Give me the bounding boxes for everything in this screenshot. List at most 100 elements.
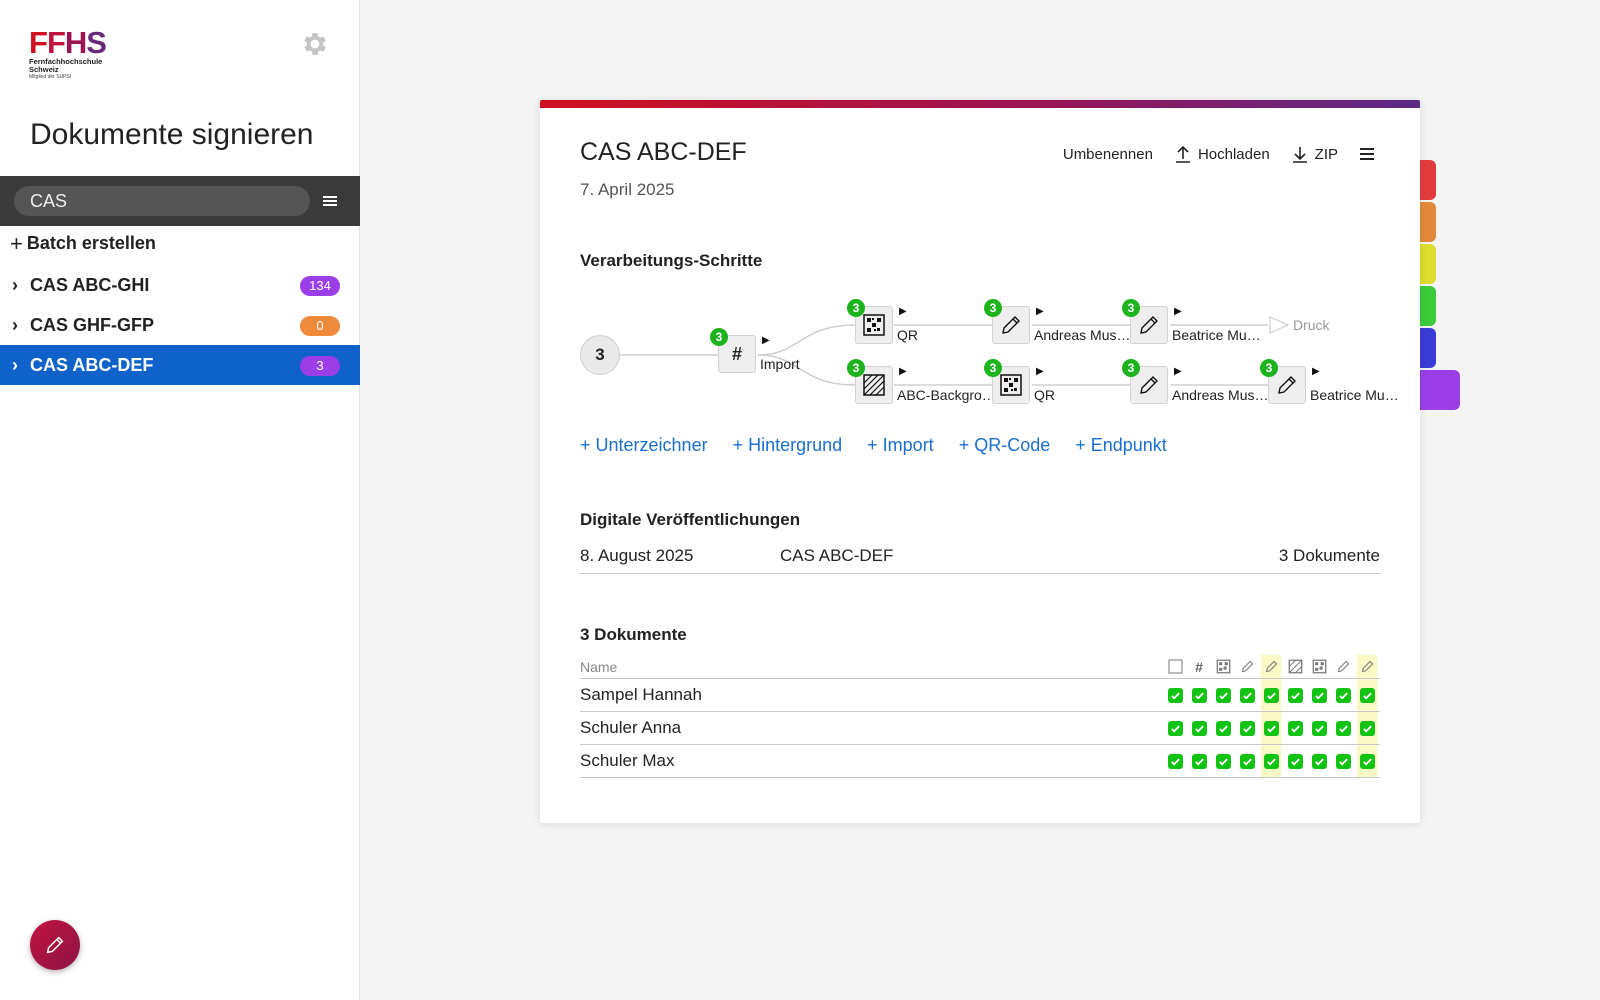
status-cell	[1165, 712, 1185, 744]
gear-icon[interactable]	[300, 29, 330, 59]
check-icon[interactable]	[1167, 720, 1183, 736]
batch-item[interactable]: › CAS ABC-GHI 134	[0, 265, 360, 305]
check-icon[interactable]	[1287, 687, 1303, 703]
play-icon: ▶	[1174, 306, 1182, 317]
color-tab-orange[interactable]	[1418, 202, 1436, 242]
search-input[interactable]	[14, 186, 310, 216]
check-icon[interactable]	[1215, 753, 1231, 769]
color-tab-red[interactable]	[1418, 160, 1436, 200]
check-icon[interactable]	[1335, 720, 1351, 736]
color-tab-purple[interactable]	[1418, 370, 1460, 410]
status-cell	[1261, 679, 1281, 711]
check-icon[interactable]	[1311, 720, 1327, 736]
background-icon	[1288, 659, 1302, 674]
status-cell	[1261, 712, 1281, 744]
play-icon: ▶	[1174, 366, 1182, 377]
batch-create-button[interactable]: + Batch erstellen	[10, 230, 156, 256]
color-tab-blue[interactable]	[1418, 328, 1436, 368]
check-icon[interactable]	[1359, 687, 1375, 703]
add-link-label: Import	[882, 435, 934, 455]
hash-icon: #	[731, 343, 742, 364]
publication-doc-count: 3 Dokumente	[1278, 546, 1380, 565]
check-icon[interactable]	[1287, 720, 1303, 736]
menu-icon[interactable]	[320, 191, 340, 211]
status-cell	[1309, 745, 1329, 777]
play-icon: ▶	[1036, 306, 1044, 317]
table-header: Name #	[580, 655, 1380, 679]
batch-create-label: Batch erstellen	[26, 233, 156, 253]
check-icon[interactable]	[1359, 720, 1375, 736]
status-cell	[1213, 745, 1233, 777]
pencil-icon	[1361, 660, 1373, 673]
document-name: Sampel Hannah	[580, 685, 702, 704]
check-icon[interactable]	[1335, 753, 1351, 769]
publication-row[interactable]: 8. August 2025 CAS ABC-DEF 3 Dokumente	[580, 540, 1380, 574]
status-cell	[1165, 679, 1185, 711]
status-cell	[1309, 712, 1329, 744]
plus-icon: +	[10, 230, 23, 256]
check-icon[interactable]	[1263, 753, 1279, 769]
status-cell	[1357, 712, 1377, 744]
step-count: 3	[710, 328, 728, 346]
upload-button[interactable]: Hochladen	[1173, 144, 1270, 164]
chevron-right-icon: ›	[12, 274, 18, 295]
batch-card: CAS ABC-DEF 7. April 2025 Umbenennen Hoc…	[540, 100, 1420, 823]
add-qr-link[interactable]: + QR-Code	[958, 435, 1051, 455]
check-icon[interactable]	[1287, 753, 1303, 769]
check-icon[interactable]	[1215, 720, 1231, 736]
process-flow: 3 # 3 ▶ Import 3 ▶ QR 3 ▶ Andreas Mus… 3…	[580, 290, 1420, 420]
check-icon[interactable]	[1191, 720, 1207, 736]
check-icon[interactable]	[1311, 687, 1327, 703]
check-icon[interactable]	[1167, 753, 1183, 769]
flow-start-node: 3	[580, 335, 620, 375]
card-menu-button[interactable]	[1358, 145, 1376, 163]
qr-icon	[1000, 374, 1022, 396]
check-icon[interactable]	[1191, 753, 1207, 769]
batch-item[interactable]: › CAS GHF-GFP 0	[0, 305, 360, 345]
add-endpoint-link[interactable]: + Endpunkt	[1075, 435, 1167, 455]
play-icon: ▶	[762, 335, 770, 346]
batch-item-active[interactable]: › CAS ABC-DEF 3	[0, 345, 360, 385]
qr-icon	[1216, 659, 1230, 674]
check-icon[interactable]	[1191, 687, 1207, 703]
check-icon[interactable]	[1239, 753, 1255, 769]
zip-download-button[interactable]: ZIP	[1290, 144, 1338, 164]
add-link-label: QR-Code	[974, 435, 1051, 455]
step-label: Beatrice Mu…	[1310, 387, 1399, 403]
check-icon[interactable]	[1263, 720, 1279, 736]
menu-icon	[1360, 148, 1374, 160]
checkbox-column-header[interactable]	[1165, 655, 1185, 678]
documents-heading: 3 Dokumente	[580, 625, 687, 644]
table-row[interactable]: Schuler Anna	[580, 712, 1380, 745]
check-icon[interactable]	[1263, 687, 1279, 703]
check-icon[interactable]	[1239, 687, 1255, 703]
color-tab-yellow[interactable]	[1418, 244, 1436, 284]
rename-button[interactable]: Umbenennen	[1063, 146, 1153, 163]
steps-heading: Verarbeitungs-Schritte	[580, 251, 763, 270]
upload-label: Hochladen	[1197, 145, 1270, 163]
add-signer-link[interactable]: + Unterzeichner	[580, 435, 708, 455]
status-cell	[1285, 679, 1305, 711]
qr-step[interactable]	[992, 366, 1030, 404]
documents-table: Name #	[580, 655, 1380, 778]
check-icon[interactable]	[1239, 720, 1255, 736]
check-icon[interactable]	[1359, 753, 1375, 769]
batch-date: 7. April 2025	[580, 180, 675, 199]
pencil-icon	[1002, 316, 1020, 334]
pencil-icon	[46, 936, 64, 954]
background-icon	[863, 374, 885, 396]
step-label: Andreas Mus…	[1034, 327, 1131, 343]
checkbox-icon	[1168, 659, 1182, 674]
check-icon[interactable]	[1167, 687, 1183, 703]
check-icon[interactable]	[1215, 687, 1231, 703]
table-row[interactable]: Schuler Max	[580, 745, 1380, 778]
check-icon[interactable]	[1311, 753, 1327, 769]
upload-icon	[1175, 145, 1190, 163]
endpoint-label[interactable]: Druck	[1293, 317, 1330, 333]
add-background-link[interactable]: + Hintergrund	[732, 435, 843, 455]
add-import-link[interactable]: + Import	[867, 435, 934, 455]
check-icon[interactable]	[1335, 687, 1351, 703]
color-tab-green[interactable]	[1418, 286, 1436, 326]
sign-fab-button[interactable]	[30, 920, 80, 970]
table-row[interactable]: Sampel Hannah	[580, 679, 1380, 712]
